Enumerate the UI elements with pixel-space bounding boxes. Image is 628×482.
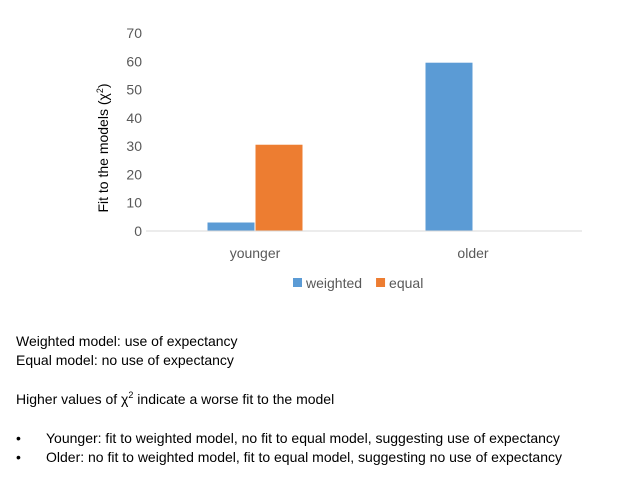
y-tick-label: 10	[126, 195, 142, 211]
bullet-older: • Older: no fit to weighted model, fit to…	[16, 449, 562, 465]
notes-panel: Weighted model: use of expectancy Equal …	[16, 332, 616, 467]
bar-younger-equal	[255, 144, 303, 231]
y-tick-label: 30	[126, 138, 142, 154]
bar-older-weighted	[425, 62, 473, 232]
legend-label-equal: equal	[389, 275, 423, 291]
bar-chart: 0 10 20 30 40 50 60 70 younger older Fit to the …	[95, 25, 582, 291]
legend: weighted equal	[293, 275, 423, 291]
y-tick-label: 70	[126, 25, 142, 41]
weighted-model-definition: Weighted model: use of expectancy	[16, 333, 238, 349]
bar-younger-weighted	[207, 222, 255, 231]
y-tick-label: 40	[126, 110, 142, 126]
equal-model-definition: Equal model: no use of expectancy	[16, 352, 234, 368]
legend-swatch-equal	[376, 278, 386, 287]
bullet-younger: • Younger: fit to weighted model, no fit …	[16, 430, 560, 446]
y-tick-label: 20	[126, 166, 142, 182]
x-category-label: younger	[230, 245, 281, 261]
y-axis-ticks: 0 10 20 30 40 50 60 70	[126, 25, 142, 239]
legend-label-weighted: weighted	[305, 275, 362, 291]
bullet-dot: •	[16, 430, 21, 446]
bullet-dot: •	[16, 449, 21, 465]
bars	[207, 62, 473, 232]
x-category-label: older	[457, 245, 488, 261]
y-axis-title-superscript: 2	[95, 88, 105, 93]
y-axis-title: Fit to the models (χ2)	[95, 83, 111, 212]
legend-swatch-weighted	[293, 278, 302, 287]
y-tick-label: 0	[134, 223, 142, 239]
y-tick-label: 60	[126, 53, 142, 69]
x-axis-categories: younger older	[230, 245, 489, 261]
y-tick-label: 50	[126, 82, 142, 98]
chi-square-note: Higher values of χ2 indicate a worse fit…	[16, 390, 335, 408]
